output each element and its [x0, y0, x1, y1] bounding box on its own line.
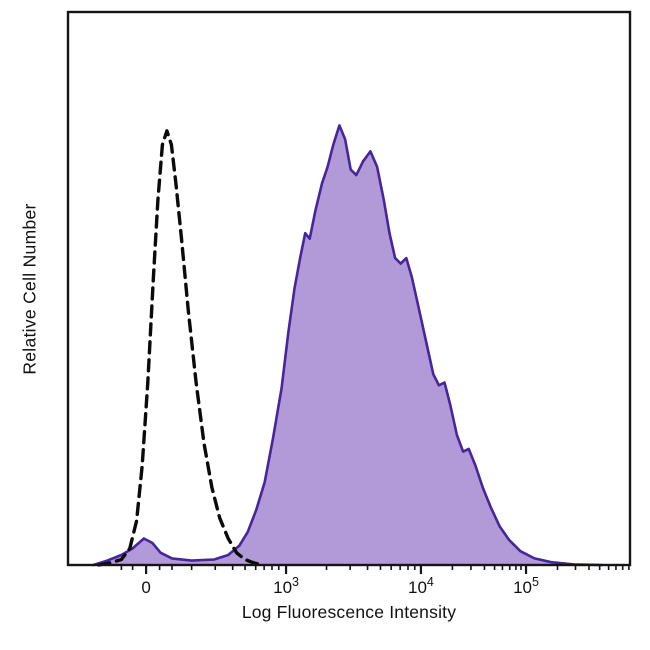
stained-sample-fill	[93, 125, 602, 566]
plot-border	[66, 10, 632, 567]
stained-sample-curve	[92, 124, 604, 567]
x-tick-label: 0	[141, 578, 150, 597]
y-axis-label: Relative Cell Number	[19, 203, 40, 375]
x-axis-label: Log Fluorescence Intensity	[241, 602, 457, 622]
unstained-control-curve	[97, 129, 264, 567]
x-tick-label: 103	[273, 575, 299, 597]
x-tick-label: 105	[513, 575, 539, 597]
x-tick-label: 104	[408, 575, 434, 597]
